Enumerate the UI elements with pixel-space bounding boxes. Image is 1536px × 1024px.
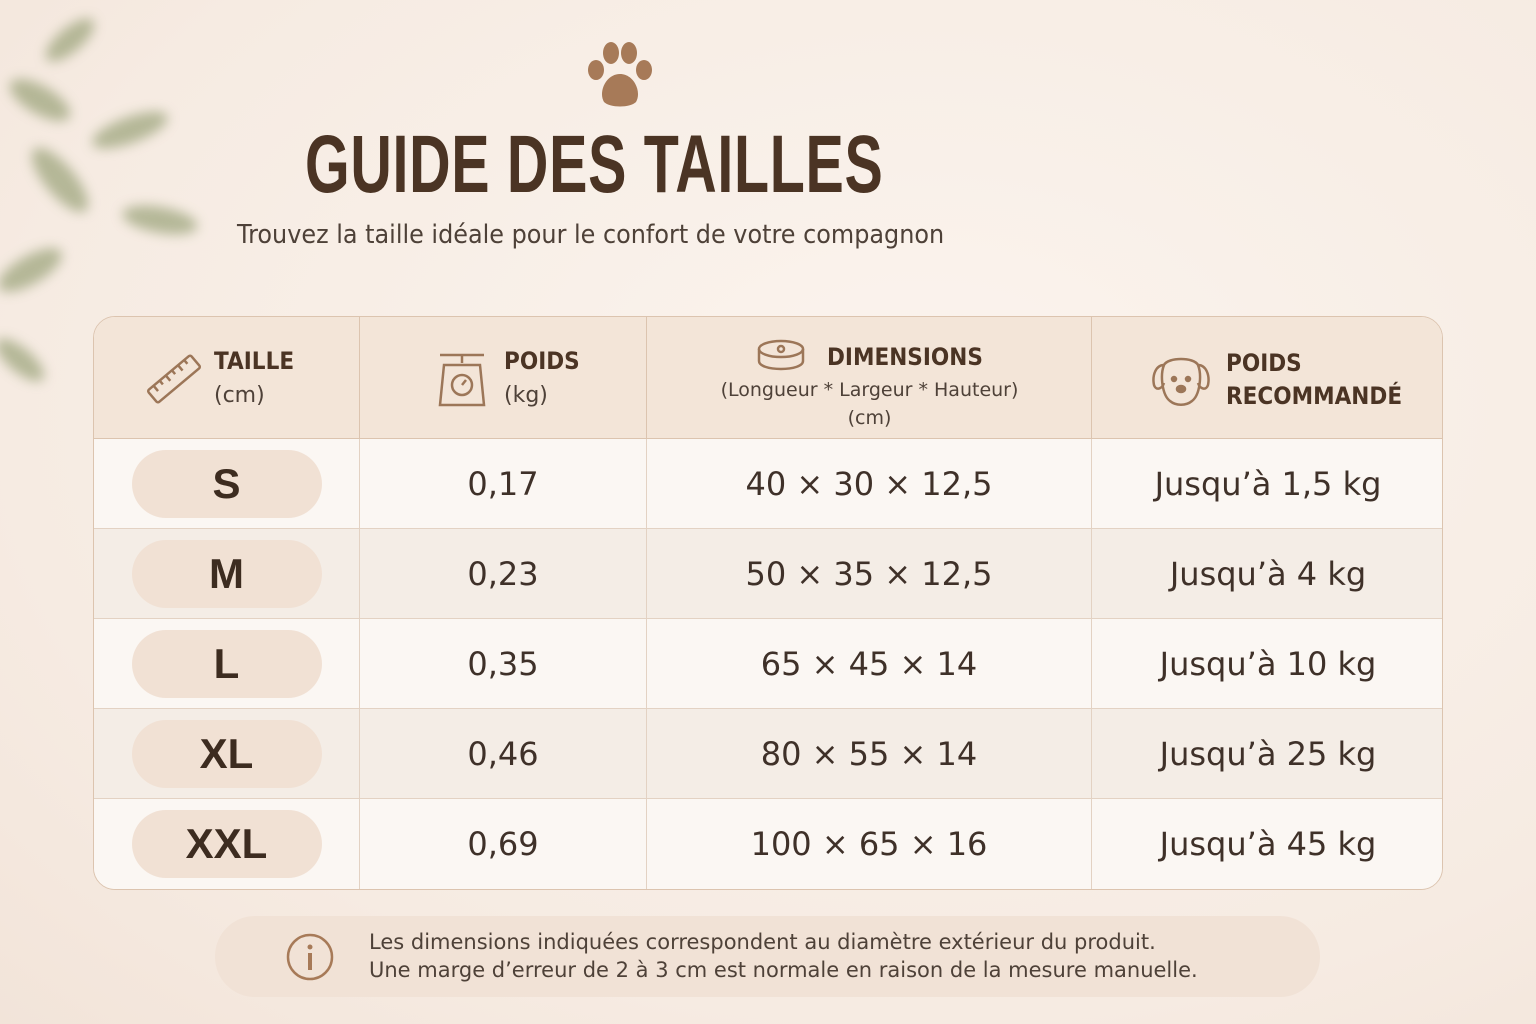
table-cell: Jusqu’à 10 kg — [1159, 644, 1377, 683]
table-row: M 0,23 50 × 35 × 12,5 Jusqu’à 4 kg — [94, 529, 1442, 619]
header-unit: (kg) — [504, 383, 548, 408]
subtitle: Trouvez la taille idéale pour le confort… — [237, 220, 945, 250]
note-line: Une marge d’erreur de 2 à 3 cm est norma… — [369, 958, 1198, 982]
header-unit: (cm) — [847, 407, 892, 429]
table-cell: Jusqu’à 25 kg — [1159, 734, 1377, 773]
header-title: DIMENSIONS — [827, 343, 983, 371]
header-title: POIDS RECOMMANDÉ — [1226, 349, 1403, 410]
table-cell: 0,69 — [360, 799, 647, 889]
table-cell: Jusqu’à 4 kg — [1169, 554, 1367, 593]
header-detail: (Longueur * Largeur * Hauteur) — [720, 379, 1019, 401]
table-cell: 0,35 — [360, 619, 647, 708]
leaf-decoration — [0, 18, 198, 382]
paw-icon — [588, 42, 652, 107]
table-row: XL 0,46 80 × 55 × 14 Jusqu’à 25 kg — [94, 709, 1442, 799]
table-cell: 50 × 35 × 12,5 — [647, 529, 1092, 618]
table-cell: 40 × 30 × 12,5 — [647, 439, 1092, 528]
ruler-icon — [146, 354, 202, 404]
header-cell: TAILLE (cm) — [94, 317, 360, 439]
size-table: TAILLE (cm) POIDS (kg) DIMENSIONS (Longu… — [93, 316, 1443, 890]
table-cell: 0,17 — [360, 439, 647, 528]
table-cell: 80 × 55 × 14 — [647, 709, 1092, 798]
header-cell: DIMENSIONS (Longueur * Largeur * Hauteur… — [647, 317, 1092, 439]
table-row: XXL 0,69 100 × 65 × 16 Jusqu’à 45 kg — [94, 799, 1442, 889]
scale-icon — [438, 353, 486, 407]
size-cell: M — [94, 529, 360, 618]
size-label: M — [131, 539, 322, 608]
header-title: TAILLE — [214, 347, 295, 375]
table-row: S 0,17 40 × 30 × 12,5 Jusqu’à 1,5 kg — [94, 439, 1442, 529]
size-cell: XXL — [94, 799, 360, 889]
header-cell: POIDS RECOMMANDÉ — [1092, 317, 1442, 439]
title: GUIDE DES TAILLES — [305, 119, 884, 210]
size-cell: XL — [94, 709, 360, 798]
table-cell: Jusqu’à 45 kg — [1159, 825, 1377, 863]
size-cell: L — [94, 619, 360, 708]
table-cell: 100 × 65 × 16 — [647, 799, 1092, 889]
table-cell: Jusqu’à 1,5 kg — [1154, 464, 1382, 503]
size-label: L — [131, 629, 322, 698]
size-cell: S — [94, 439, 360, 528]
info-icon — [286, 933, 334, 981]
table-cell: 0,46 — [360, 709, 647, 798]
table-cell: 65 × 45 × 14 — [647, 619, 1092, 708]
table-cell: 0,23 — [360, 529, 647, 618]
tape-icon — [757, 339, 805, 371]
size-label: S — [131, 449, 322, 518]
header-title: POIDS — [504, 347, 580, 375]
header-cell: POIDS (kg) — [360, 317, 647, 439]
table-row: L 0,35 65 × 45 × 14 Jusqu’à 10 kg — [94, 619, 1442, 709]
size-label: XXL — [131, 810, 322, 878]
header-unit: (cm) — [214, 383, 265, 408]
size-label: XL — [131, 719, 322, 788]
note-line: Les dimensions indiquées correspondent a… — [369, 930, 1156, 954]
note: Les dimensions indiquées correspondent a… — [215, 916, 1320, 997]
dog-icon — [1152, 357, 1210, 406]
